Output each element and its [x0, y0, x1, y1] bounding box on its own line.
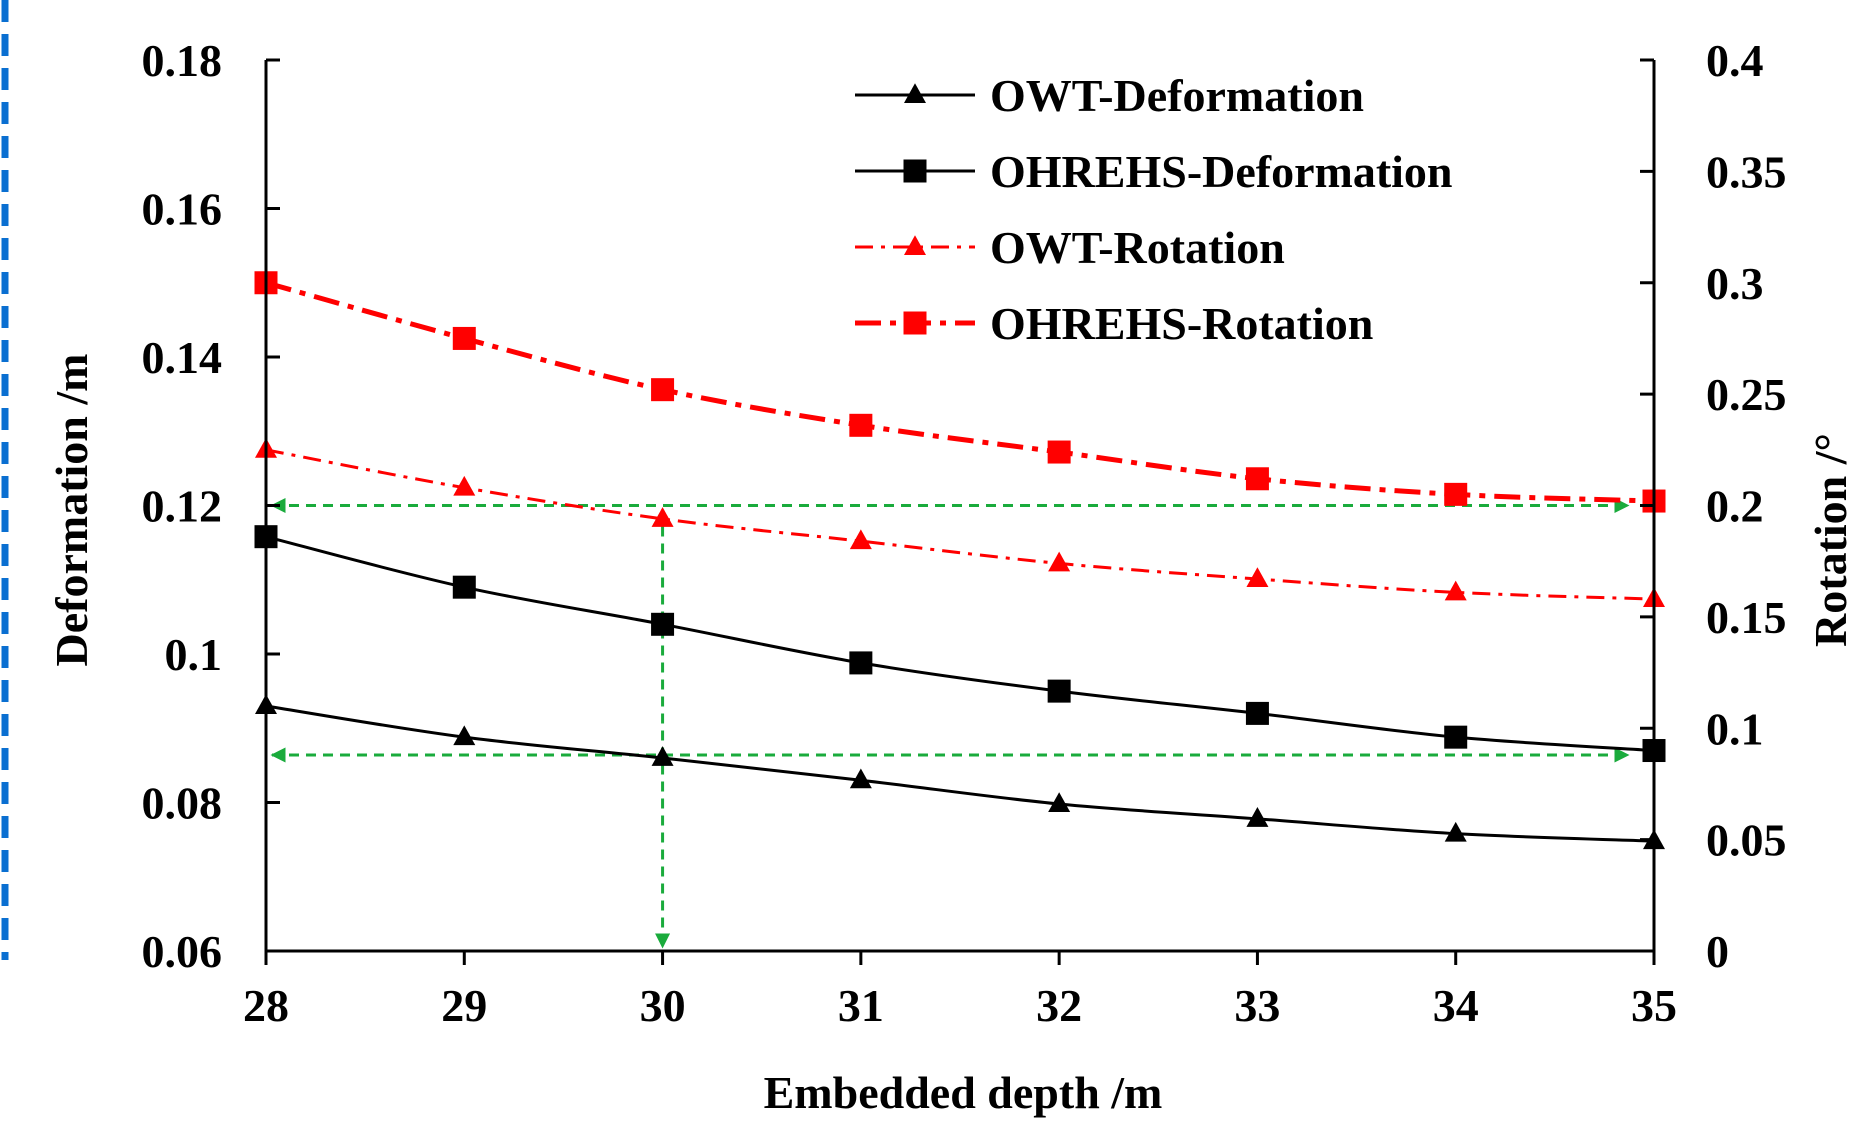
data-point [453, 725, 476, 746]
y-right-tick-label: 0.15 [1706, 592, 1787, 643]
y-left-tick-label: 0.12 [142, 481, 223, 532]
series-layer [254, 271, 1666, 850]
series-line [265, 280, 1655, 504]
y-right-tick-label: 0.05 [1706, 815, 1787, 866]
legend-item: OWT-Deformation [855, 70, 1364, 121]
data-point [849, 768, 872, 789]
y-left-tick-label: 0.16 [142, 184, 223, 235]
data-point [849, 651, 873, 675]
y-right-tick-label: 0.2 [1706, 481, 1764, 532]
legend-marker [904, 235, 926, 255]
data-point [651, 746, 674, 766]
legend-item: OWT-Rotation [855, 222, 1285, 273]
data-point [1048, 792, 1071, 812]
series-line [265, 704, 1655, 843]
data-point [849, 529, 872, 550]
y-right-tick-label: 0.35 [1706, 146, 1787, 197]
data-point [1245, 701, 1269, 725]
frame-border [0, 0, 14, 1121]
y-right-tick-label: 0.4 [1706, 35, 1764, 86]
legend-marker [904, 83, 926, 103]
legend-label: OHREHS-Deformation [990, 146, 1453, 197]
y-left-tick-label: 0.06 [142, 926, 223, 977]
y-right-tick-label: 0.3 [1706, 258, 1764, 309]
axes: 28 29 30 31 32 33 34 35 0.06 0.08 0.1 0.12 0.14 0.16 0… [142, 35, 1787, 1031]
x-axis-title: Embedded depth /m [764, 1067, 1163, 1118]
data-point [1245, 467, 1269, 491]
data-point [1047, 440, 1071, 464]
y-right-tick-label: 0.1 [1706, 703, 1764, 754]
series-line [265, 448, 1655, 601]
data-point [1048, 551, 1071, 572]
x-tick-label: 28 [243, 980, 289, 1031]
legend-marker [903, 159, 927, 183]
series-ohrehs-rotation [254, 271, 1666, 513]
x-tick-label: 33 [1234, 980, 1280, 1031]
data-point [1047, 679, 1071, 703]
x-tick-label: 35 [1631, 980, 1677, 1031]
legend-label: OWT-Deformation [990, 70, 1364, 121]
legend-item: OHREHS-Rotation [855, 298, 1373, 349]
y-left-tick-label: 0.1 [165, 629, 223, 680]
data-point [1444, 482, 1468, 506]
data-point [453, 475, 476, 496]
data-point [1246, 807, 1269, 827]
data-point [651, 507, 674, 527]
x-tick-label: 34 [1433, 980, 1479, 1031]
data-point [1444, 725, 1468, 749]
series-line [265, 535, 1655, 753]
data-point [452, 575, 476, 599]
data-point [651, 378, 675, 402]
y-left-tick-label: 0.14 [142, 332, 223, 383]
legend-label: OHREHS-Rotation [990, 298, 1373, 349]
data-point [1444, 821, 1467, 842]
data-point [651, 612, 675, 636]
legend-item: OHREHS-Deformation [855, 146, 1453, 197]
y-axis-left-title: Deformation /m [46, 354, 97, 667]
y-left-tick-label: 0.08 [142, 778, 223, 829]
legend-label: OWT-Rotation [990, 222, 1285, 273]
x-tick-label: 31 [838, 980, 884, 1031]
data-point [452, 326, 476, 350]
data-point [1444, 580, 1467, 601]
y-left-tick-label: 0.18 [142, 35, 223, 86]
legend-marker [903, 311, 927, 335]
annotation-arrows [270, 498, 1630, 949]
y-axis-right-title: Rotation /° [1805, 433, 1856, 647]
x-tick-label: 30 [640, 980, 686, 1031]
x-tick-label: 32 [1036, 980, 1082, 1031]
legend: OWT-Deformation OHREHS-Deformation OWT-Rot… [855, 70, 1453, 349]
data-point [1246, 567, 1269, 587]
series-ohrehs-deformation [254, 525, 1666, 763]
series-owt-deformation [255, 694, 1665, 850]
data-point [849, 413, 873, 437]
y-right-tick-label: 0.25 [1706, 369, 1787, 420]
x-tick-label: 29 [441, 980, 487, 1031]
y-right-tick-label: 0 [1706, 926, 1729, 977]
